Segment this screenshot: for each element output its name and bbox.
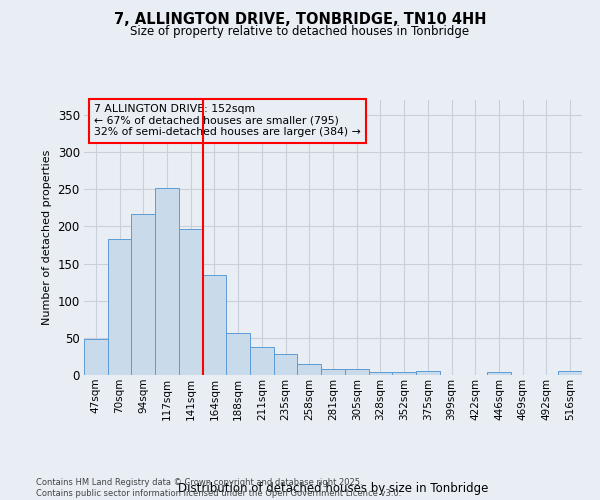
Text: 7, ALLINGTON DRIVE, TONBRIDGE, TN10 4HH: 7, ALLINGTON DRIVE, TONBRIDGE, TN10 4HH bbox=[114, 12, 486, 28]
Bar bbox=[345, 369, 368, 375]
Text: 7 ALLINGTON DRIVE: 152sqm
← 67% of detached houses are smaller (795)
32% of semi: 7 ALLINGTON DRIVE: 152sqm ← 67% of detac… bbox=[94, 104, 361, 138]
Bar bbox=[487, 372, 511, 375]
Bar bbox=[203, 274, 226, 375]
Bar bbox=[131, 214, 155, 375]
Y-axis label: Number of detached properties: Number of detached properties bbox=[42, 150, 52, 325]
Text: Size of property relative to detached houses in Tonbridge: Size of property relative to detached ho… bbox=[130, 25, 470, 38]
Bar bbox=[179, 230, 203, 375]
Text: Contains HM Land Registry data © Crown copyright and database right 2025.
Contai: Contains HM Land Registry data © Crown c… bbox=[36, 478, 401, 498]
Bar bbox=[416, 372, 440, 375]
Bar bbox=[84, 340, 108, 375]
Bar bbox=[558, 372, 582, 375]
Bar bbox=[226, 332, 250, 375]
Bar bbox=[368, 372, 392, 375]
Bar bbox=[392, 372, 416, 375]
Bar bbox=[321, 369, 345, 375]
Bar bbox=[155, 188, 179, 375]
Bar bbox=[108, 239, 131, 375]
Bar bbox=[274, 354, 298, 375]
X-axis label: Distribution of detached houses by size in Tonbridge: Distribution of detached houses by size … bbox=[178, 482, 488, 496]
Bar bbox=[250, 347, 274, 375]
Bar bbox=[298, 364, 321, 375]
